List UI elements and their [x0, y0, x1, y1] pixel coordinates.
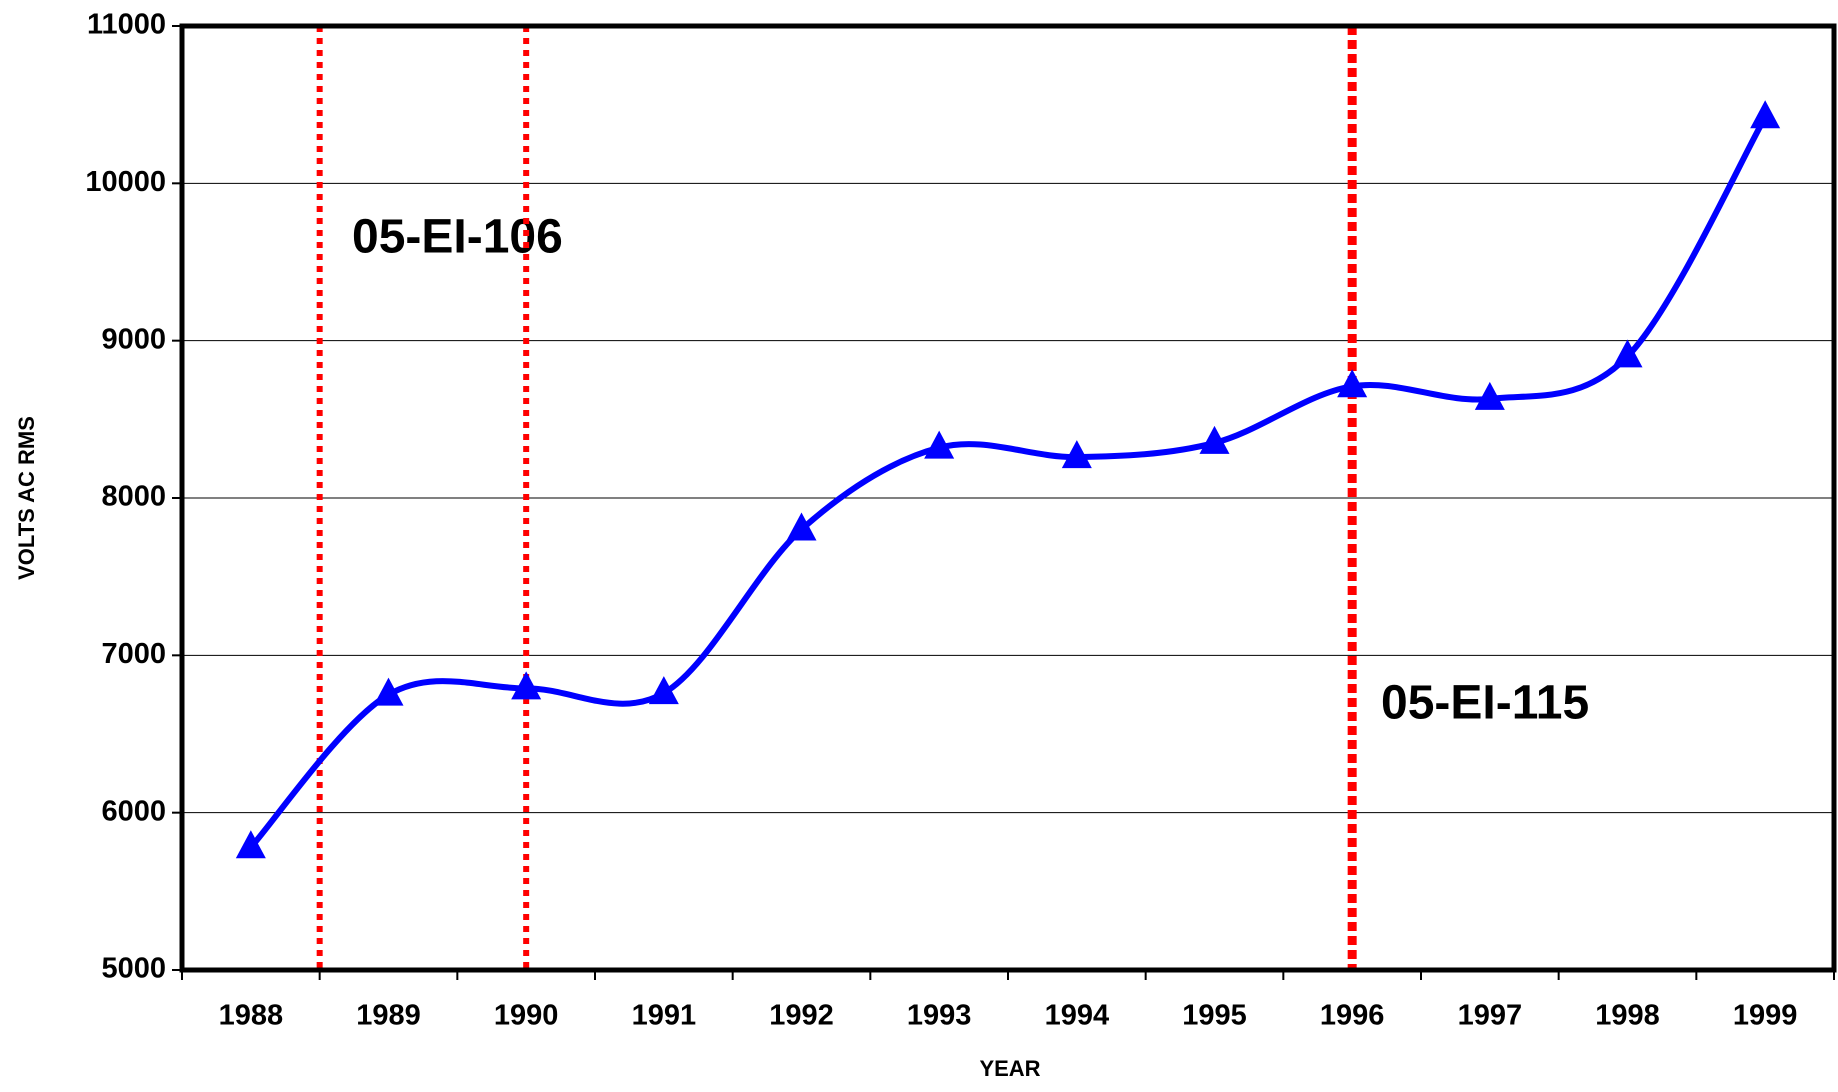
marker — [1750, 100, 1781, 129]
y-tick-label: 8000 — [101, 481, 166, 513]
annotation: 05-EI-106 — [352, 211, 563, 264]
marker — [1612, 339, 1643, 368]
y-axis-title: VOLTS AC RMS — [14, 416, 39, 580]
x-tick-label: 1989 — [356, 1000, 421, 1032]
y-tick-label: 7000 — [101, 638, 166, 670]
y-tick-label: 5000 — [101, 953, 166, 985]
x-tick-label: 1994 — [1045, 1000, 1110, 1032]
marker — [648, 676, 679, 705]
x-tick-label: 1996 — [1320, 1000, 1385, 1032]
x-tick-label: 1990 — [494, 1000, 559, 1032]
x-axis-title: YEAR — [979, 1056, 1040, 1081]
x-tick-label: 1999 — [1733, 1000, 1798, 1032]
line — [248, 115, 1768, 850]
marker — [1061, 440, 1092, 469]
y-tick-label: 9000 — [101, 323, 166, 355]
y-tick-label: 6000 — [101, 795, 166, 827]
marker — [1337, 369, 1368, 398]
x-tick-label: 1991 — [632, 1000, 697, 1032]
x-tick-label: 1993 — [907, 1000, 972, 1032]
marker — [1199, 425, 1230, 454]
marker — [1474, 381, 1505, 410]
x-tick-label: 1988 — [219, 1000, 284, 1032]
x-tick-label: 1998 — [1595, 1000, 1660, 1032]
x-tick-label: 1995 — [1182, 1000, 1247, 1032]
plot-border — [179, 23, 1837, 973]
x-tick-label: 1997 — [1458, 1000, 1523, 1032]
marker — [373, 677, 404, 706]
annotation: 05-EI-115 — [1381, 677, 1589, 730]
marker — [786, 512, 817, 541]
marker — [511, 671, 542, 700]
marker — [924, 430, 955, 459]
y-tick-label: 11000 — [87, 9, 166, 41]
y-tick-label: 10000 — [85, 166, 166, 198]
marker — [235, 830, 266, 859]
x-tick-label: 1992 — [769, 1000, 834, 1032]
